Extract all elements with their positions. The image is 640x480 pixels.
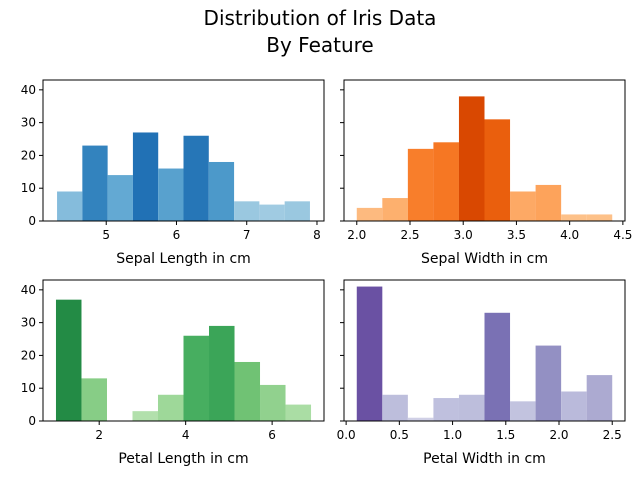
petal-width-in-cm-bar-6 [484, 312, 511, 421]
sepal-length-in-cm-ytick-label-30: 30 [21, 116, 36, 130]
petal-length-in-cm-xtick-label-1: 2 [95, 428, 103, 442]
sepal-width-in-cm-xtick-label-3: 3.0 [454, 228, 473, 242]
sepal-width-in-cm-bar-4 [433, 142, 459, 221]
sepal-length-in-cm-ytick-label-40: 40 [21, 83, 36, 97]
petal-length-in-cm-bar-8 [234, 361, 261, 421]
sepal-width-in-cm-bar-3 [407, 148, 434, 221]
sepal-width-in-cm-xtick-label-4: 3.5 [507, 228, 526, 242]
sepal-width-in-cm-bar-8 [535, 184, 562, 221]
sepal-width-in-cm-bar-9 [561, 214, 587, 221]
sepal-length-in-cm-bar-5 [158, 168, 184, 221]
petal-width-in-cm-bar-10 [586, 375, 613, 421]
petal-length-in-cm-ytick-label-20: 20 [21, 348, 36, 362]
petal-length-in-cm-bar-2 [81, 378, 107, 421]
petal-width-in-cm-axes-frame [343, 279, 626, 422]
petal-width-in-cm-panel: 0.0 0.5 1.0 1.5 2.0 2.5 Petal Width in cm [337, 279, 626, 467]
sepal-width-in-cm-bar-7 [510, 191, 536, 221]
sepal-length-in-cm-bar-10 [284, 201, 310, 221]
figure-title-line-1: Distribution of Iris Data [203, 6, 437, 30]
sepal-width-in-cm-bar-10 [586, 214, 613, 221]
petal-width-in-cm-xtick-label-2: 0.5 [390, 428, 409, 442]
petal-length-in-cm-xtick-label-2: 4 [182, 428, 190, 442]
petal-width-in-cm-bar-5 [458, 394, 485, 421]
petal-length-in-cm-x-axis-label: Petal Length in cm [118, 451, 248, 467]
petal-length-in-cm-panel: 0 10 20 30 40 2 4 6 Petal Length in cm [21, 279, 325, 467]
sepal-length-in-cm-bar-3 [107, 175, 133, 221]
petal-width-in-cm-bar-2 [382, 394, 408, 421]
petal-width-in-cm-xtick-label-4: 1.5 [496, 428, 515, 442]
petal-length-in-cm-bar-1 [55, 299, 82, 421]
petal-length-in-cm-bar-7 [209, 325, 235, 421]
sepal-length-in-cm-ytick-label-20: 20 [21, 148, 36, 162]
sepal-width-in-cm-xtick-label-6: 4.5 [613, 228, 632, 242]
sepal-length-in-cm-bar-1 [57, 191, 83, 221]
petal-width-in-cm-xtick-label-3: 1.0 [443, 428, 462, 442]
sepal-width-in-cm-panel: 2.0 2.5 3.0 3.5 4.0 4.5 Sepal Width in cm [340, 79, 632, 267]
sepal-length-in-cm-xtick-label-2: 6 [173, 228, 181, 242]
sepal-length-in-cm-bar-8 [234, 201, 260, 221]
petal-length-in-cm-xtick-label-3: 6 [268, 428, 276, 442]
petal-width-in-cm-bar-3 [407, 417, 434, 421]
petal-length-in-cm-bar-4 [132, 411, 158, 421]
petal-length-in-cm-axes-frame [42, 279, 325, 422]
sepal-width-in-cm-bar-6 [484, 119, 511, 221]
petal-width-in-cm-bar-4 [433, 398, 459, 421]
petal-width-in-cm-xtick-label-1: 0.0 [337, 428, 356, 442]
sepal-length-in-cm-ytick-label-0: 0 [28, 214, 36, 228]
petal-length-in-cm-bar-5 [157, 394, 184, 421]
petal-length-in-cm-bar-9 [260, 384, 286, 421]
petal-width-in-cm-xtick-label-6: 2.5 [603, 428, 622, 442]
sepal-length-in-cm-xtick-label-4: 8 [313, 228, 321, 242]
petal-length-in-cm-bar-6 [183, 335, 210, 421]
petal-length-in-cm-ytick-label-0: 0 [28, 414, 36, 428]
petal-width-in-cm-x-axis-label: Petal Width in cm [423, 451, 546, 467]
sepal-width-in-cm-xtick-label-2: 2.5 [400, 228, 419, 242]
sepal-width-in-cm-axes-frame [343, 79, 626, 222]
sepal-length-in-cm-xtick-label-1: 5 [102, 228, 110, 242]
petal-length-in-cm-ytick-label-40: 40 [21, 283, 36, 297]
sepal-length-in-cm-axes-frame [42, 79, 325, 222]
sepal-length-in-cm-ytick-label-10: 10 [21, 181, 36, 195]
sepal-length-in-cm-bar-4 [132, 132, 159, 221]
petal-width-in-cm-bar-1 [356, 286, 383, 421]
sepal-width-in-cm-x-axis-label: Sepal Width in cm [421, 251, 548, 267]
sepal-length-in-cm-xtick-label-3: 7 [243, 228, 251, 242]
sepal-width-in-cm-bar-5 [458, 96, 485, 221]
sepal-width-in-cm-xtick-label-5: 4.0 [560, 228, 579, 242]
petal-width-in-cm-bar-7 [510, 401, 536, 421]
sepal-length-in-cm-bar-7 [208, 161, 235, 221]
petal-length-in-cm-ytick-label-10: 10 [21, 381, 36, 395]
petal-width-in-cm-xtick-label-5: 2.0 [549, 428, 568, 442]
petal-length-in-cm-bar-10 [285, 404, 312, 421]
sepal-width-in-cm-bar-1 [356, 207, 383, 221]
sepal-length-in-cm-bar-2 [82, 145, 108, 221]
sepal-length-in-cm-panel: 0 10 20 30 40 5 6 7 8 Sepal Length in cm [21, 79, 325, 267]
sepal-width-in-cm-xtick-label-1: 2.0 [347, 228, 366, 242]
petal-length-in-cm-ytick-label-30: 30 [21, 316, 36, 330]
sepal-length-in-cm-bar-6 [183, 135, 209, 221]
figure-title-line-2: By Feature [266, 33, 374, 57]
sepal-length-in-cm-bar-9 [259, 204, 285, 221]
petal-width-in-cm-bar-8 [535, 345, 562, 421]
petal-width-in-cm-bar-9 [561, 391, 587, 421]
sepal-width-in-cm-bar-2 [382, 198, 408, 221]
sepal-length-in-cm-x-axis-label: Sepal Length in cm [116, 251, 251, 267]
